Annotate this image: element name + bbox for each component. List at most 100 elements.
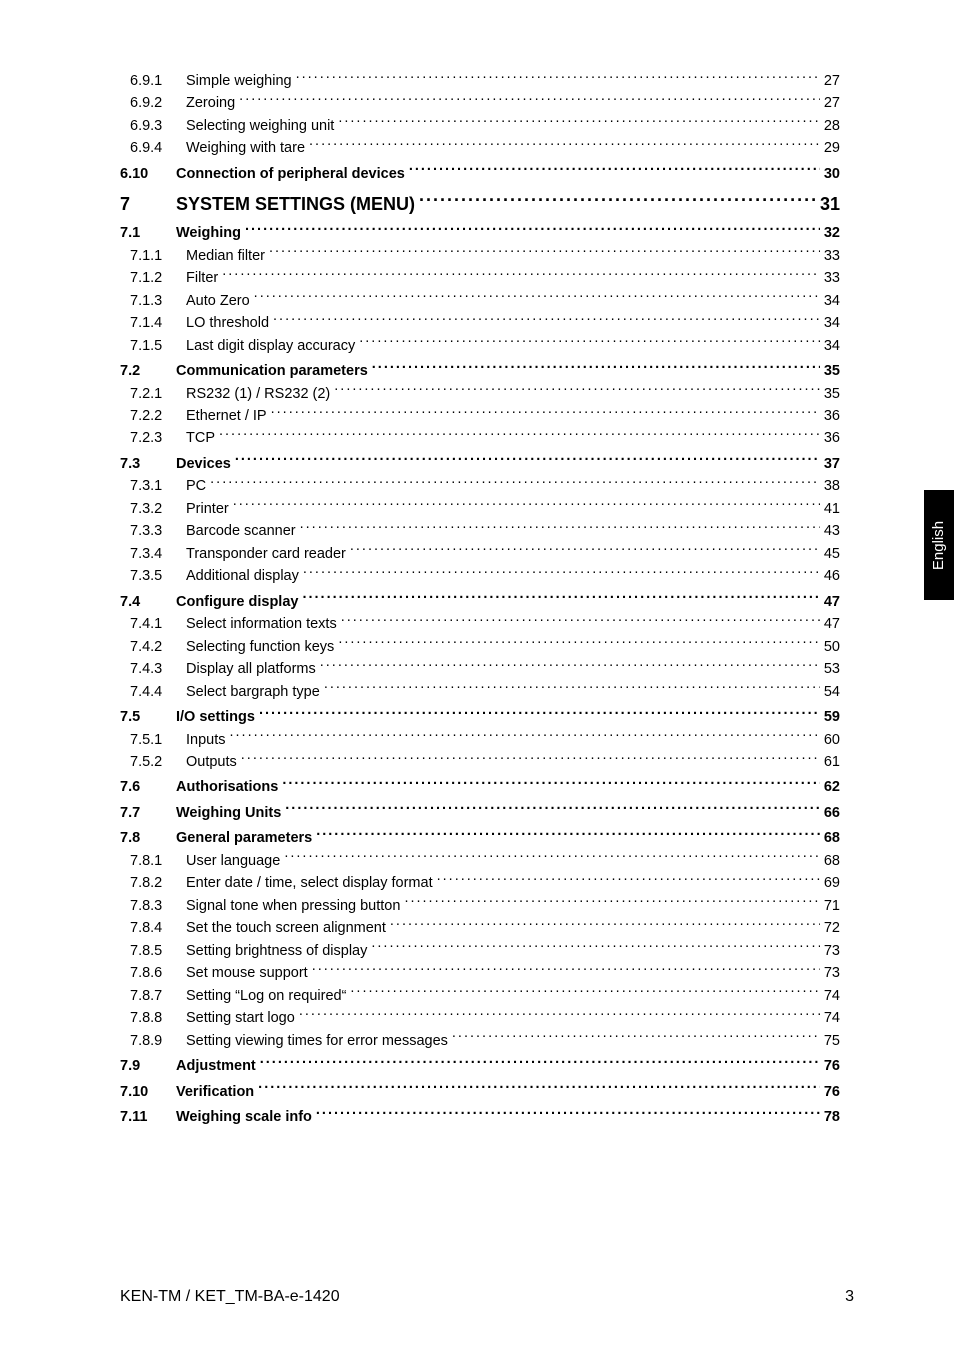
toc-leader: [419, 192, 816, 210]
toc-leader: [371, 940, 820, 955]
toc-entry[interactable]: 7.1.3 Auto Zero 34: [120, 290, 840, 312]
toc-entry[interactable]: 7.1.5 Last digit display accuracy 34: [120, 335, 840, 357]
toc-page: 59: [820, 706, 840, 728]
toc-entry[interactable]: 7.4.2 Selecting function keys 50: [120, 636, 840, 658]
toc-entry[interactable]: 7.8 General parameters 68: [120, 827, 840, 849]
toc-entry[interactable]: 7.3 Devices 37: [120, 453, 840, 475]
toc-entry[interactable]: 7.1.1 Median filter 33: [120, 245, 840, 267]
toc-number: 6.9.3: [120, 115, 186, 137]
toc-entry[interactable]: 7.3.5 Additional display 46: [120, 565, 840, 587]
toc-number: 6.9.1: [120, 70, 186, 92]
toc-entry[interactable]: 7.8.1 User language 68: [120, 850, 840, 872]
toc-title: Weighing with tare: [186, 137, 309, 159]
toc-entry[interactable]: 7.8.3 Signal tone when pressing button 7…: [120, 895, 840, 917]
toc-leader: [210, 476, 820, 491]
toc-entry[interactable]: 7.8.9 Setting viewing times for error me…: [120, 1030, 840, 1052]
toc-number: 7.3.4: [120, 543, 186, 565]
toc-page: 29: [820, 137, 840, 159]
toc-leader: [269, 245, 820, 260]
toc-page: 66: [820, 802, 840, 824]
toc-leader: [219, 428, 820, 443]
toc-entry[interactable]: 7.1.4 LO threshold 34: [120, 312, 840, 334]
toc-title: SYSTEM SETTINGS (MENU): [176, 191, 419, 219]
toc-entry[interactable]: 7.3.3 Barcode scanner 43: [120, 520, 840, 542]
toc-page: 60: [820, 729, 840, 751]
toc-entry[interactable]: 6.9.4 Weighing with tare 29: [120, 137, 840, 159]
toc-page: 76: [820, 1081, 840, 1103]
toc-page: 34: [820, 335, 840, 357]
toc-entry[interactable]: 7.5.2 Outputs 61: [120, 751, 840, 773]
toc-number: 7.5: [120, 706, 176, 728]
toc-number: 7.1.4: [120, 312, 186, 334]
toc-entry[interactable]: 7.2 Communication parameters 35: [120, 360, 840, 382]
footer-doc-id: KEN-TM / KET_TM-BA-e-1420: [120, 1288, 340, 1306]
toc-entry[interactable]: 6.9.2 Zeroing 27: [120, 92, 840, 114]
toc-entry[interactable]: 7.2.3 TCP 36: [120, 427, 840, 449]
toc-entry[interactable]: 7.7 Weighing Units 66: [120, 802, 840, 824]
toc-entry[interactable]: 7.8.8 Setting start logo 74: [120, 1007, 840, 1029]
toc-entry[interactable]: 7.9 Adjustment 76: [120, 1055, 840, 1077]
toc-page: 36: [820, 405, 840, 427]
toc-entry[interactable]: 7.8.5 Setting brightness of display 73: [120, 940, 840, 962]
toc-title: Weighing: [176, 222, 245, 244]
toc-title: Selecting function keys: [186, 636, 338, 658]
toc-number: 7.4.1: [120, 613, 186, 635]
toc-title: Set the touch screen alignment: [186, 917, 390, 939]
toc-page: 61: [820, 751, 840, 773]
toc-entry[interactable]: 7.3.1 PC 38: [120, 475, 840, 497]
toc-entry[interactable]: 6.9.1 Simple weighing 27: [120, 70, 840, 92]
toc-entry[interactable]: 7.4.3 Display all platforms 53: [120, 658, 840, 680]
toc-number: 7.9: [120, 1055, 176, 1077]
toc-entry[interactable]: 7.11 Weighing scale info 78: [120, 1106, 840, 1128]
toc-page: 54: [820, 681, 840, 703]
toc-entry[interactable]: 7.1 Weighing 32: [120, 222, 840, 244]
toc-number: 7.1.1: [120, 245, 186, 267]
toc-entry[interactable]: 7.5.1 Inputs 60: [120, 729, 840, 751]
toc-page: 47: [820, 591, 840, 613]
toc-number: 7.4.4: [120, 681, 186, 703]
toc-title: Display all platforms: [186, 658, 320, 680]
toc-entry[interactable]: 7.3.4 Transponder card reader 45: [120, 543, 840, 565]
toc-title: TCP: [186, 427, 219, 449]
toc-entry[interactable]: 7.8.2 Enter date / time, select display …: [120, 872, 840, 894]
toc-entry[interactable]: 7.8.6 Set mouse support 73: [120, 962, 840, 984]
toc-number: 7.3.5: [120, 565, 186, 587]
toc-title: Selecting weighing unit: [186, 115, 338, 137]
toc-page: 27: [820, 92, 840, 114]
toc-entry[interactable]: 7.3.2 Printer 41: [120, 498, 840, 520]
toc-entry[interactable]: 7.2.1 RS232 (1) / RS232 (2) 35: [120, 383, 840, 405]
toc-entry[interactable]: 7 SYSTEM SETTINGS (MENU) 31: [120, 191, 840, 219]
toc-entry[interactable]: 7.5 I/O settings 59: [120, 706, 840, 728]
toc-entry[interactable]: 7.6 Authorisations 62: [120, 776, 840, 798]
toc-entry[interactable]: 7.10 Verification 76: [120, 1081, 840, 1103]
toc-number: 7.1.2: [120, 267, 186, 289]
toc-entry[interactable]: 6.9.3 Selecting weighing unit 28: [120, 115, 840, 137]
toc-entry[interactable]: 7.4.1 Select information texts 47: [120, 613, 840, 635]
toc-title: Weighing Units: [176, 802, 285, 824]
toc-entry[interactable]: 7.2.2 Ethernet / IP 36: [120, 405, 840, 427]
toc-leader: [404, 895, 819, 910]
toc-page: 75: [820, 1030, 840, 1052]
table-of-contents: 6.9.1 Simple weighing 27 6.9.2 Zeroing 2…: [120, 70, 840, 1129]
toc-number: 7.10: [120, 1081, 176, 1103]
toc-entry[interactable]: 7.4.4 Select bargraph type 54: [120, 681, 840, 703]
toc-page: 71: [820, 895, 840, 917]
toc-number: 7.3.1: [120, 475, 186, 497]
toc-title: User language: [186, 850, 284, 872]
toc-number: 7.1.5: [120, 335, 186, 357]
toc-entry[interactable]: 7.8.4 Set the touch screen alignment 72: [120, 917, 840, 939]
toc-page: 68: [820, 850, 840, 872]
toc-entry[interactable]: 7.1.2 Filter 33: [120, 267, 840, 289]
toc-page: 43: [820, 520, 840, 542]
toc-entry[interactable]: 6.10 Connection of peripheral devices 30: [120, 163, 840, 185]
toc-page: 76: [820, 1055, 840, 1077]
toc-number: 7.8.4: [120, 917, 186, 939]
toc-entry[interactable]: 7.8.7 Setting “Log on required“ 74: [120, 985, 840, 1007]
toc-page: 74: [820, 985, 840, 1007]
toc-title: Transponder card reader: [186, 543, 350, 565]
toc-leader: [452, 1030, 820, 1045]
toc-number: 7.3: [120, 453, 176, 475]
toc-leader: [350, 985, 819, 1000]
toc-entry[interactable]: 7.4 Configure display 47: [120, 591, 840, 613]
toc-title: Median filter: [186, 245, 269, 267]
